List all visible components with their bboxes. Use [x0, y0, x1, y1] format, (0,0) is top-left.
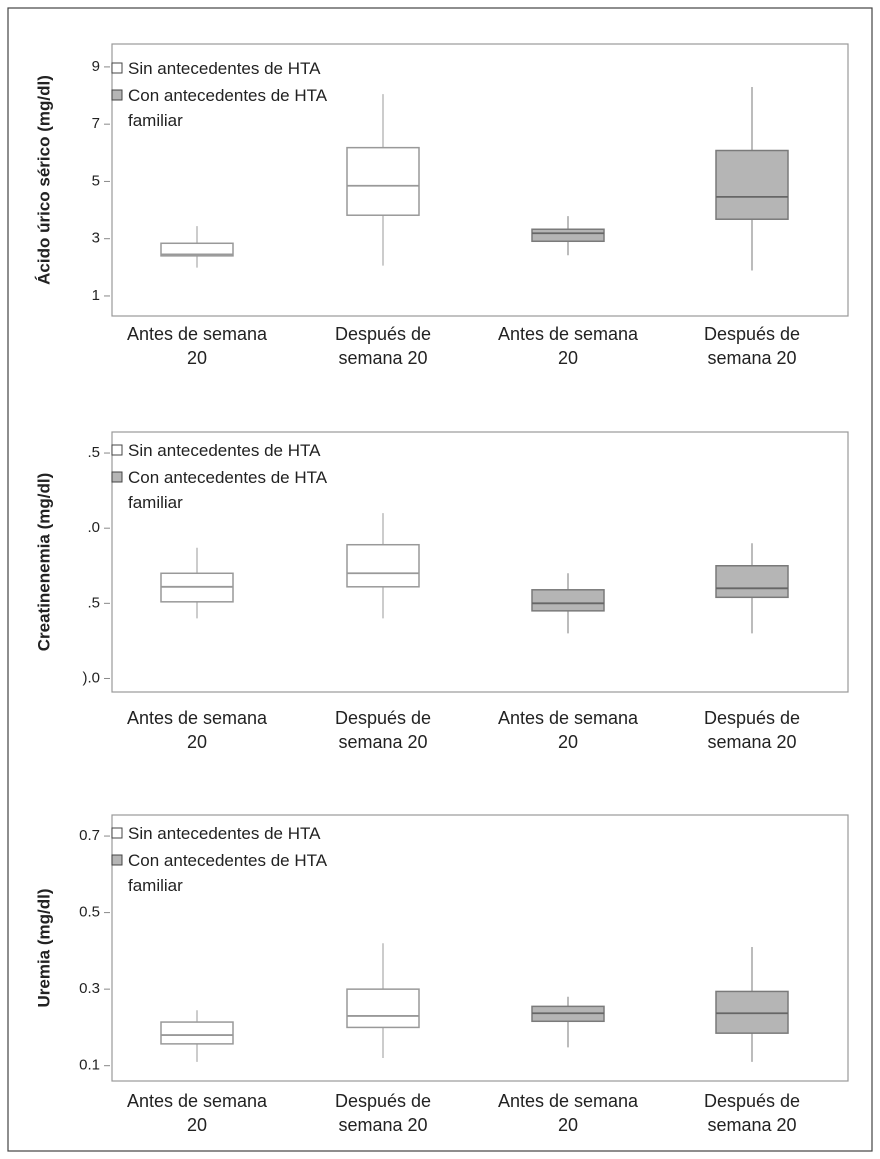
legend-swatch [111, 471, 123, 483]
y-tick-label: 0.7 [79, 827, 100, 844]
y-tick-label: 3 [92, 230, 100, 247]
plot-area [111, 431, 849, 693]
box [531, 589, 605, 612]
x-tick-label: Después de semana 20 [703, 1091, 801, 1135]
box [346, 146, 420, 216]
box [715, 149, 789, 220]
plot-area [111, 814, 849, 1082]
legend-label: Con antecedentes de HTA familiar [128, 86, 327, 130]
legend-label: Sin antecedentes de HTA [128, 59, 321, 78]
legend-label: Con antecedentes de HTA familiar [128, 468, 327, 512]
box [160, 1021, 234, 1045]
box [346, 988, 420, 1029]
box [715, 565, 789, 599]
legend-swatch [111, 444, 123, 456]
box [346, 543, 420, 588]
box [160, 242, 234, 257]
legend-label: Sin antecedentes de HTA [128, 824, 321, 843]
x-tick-label: Después de semana 20 [334, 324, 432, 368]
y-axis-label: Creatinenemia (mg/dl) [34, 473, 53, 652]
y-tick-label: 9 [92, 58, 100, 75]
box [715, 990, 789, 1034]
y-axis-label: Uremia (mg/dl) [34, 888, 53, 1007]
x-tick-label: Antes de semana 20 [126, 324, 268, 368]
x-tick-label: Antes de semana 20 [497, 1091, 639, 1135]
x-tick-label: Antes de semana 20 [126, 708, 268, 752]
y-tick-label: 0.1 [79, 1057, 100, 1074]
x-tick-label: Antes de semana 20 [497, 324, 639, 368]
legend-swatch [111, 89, 123, 101]
box [531, 228, 605, 243]
x-tick-label: Antes de semana 20 [126, 1091, 268, 1135]
y-tick-label: 1 [92, 287, 100, 304]
y-tick-label: 5 [92, 172, 100, 189]
x-tick-label: Después de semana 20 [703, 708, 801, 752]
y-axis-label: Ácido úrico sérico (mg/dl) [34, 75, 53, 285]
x-tick-label: Después de semana 20 [334, 1091, 432, 1135]
x-tick-label: Después de semana 20 [703, 324, 801, 368]
legend-swatch [111, 827, 123, 839]
y-tick-label: .0 [87, 519, 100, 536]
y-tick-label: 7 [92, 115, 100, 132]
x-tick-label: Después de semana 20 [334, 708, 432, 752]
y-tick-label: .5 [87, 594, 100, 611]
legend-swatch [111, 62, 123, 74]
legend-swatch [111, 854, 123, 866]
x-tick-label: Antes de semana 20 [497, 708, 639, 752]
legend-label: Con antecedentes de HTA familiar [128, 851, 327, 895]
y-tick-label: 0.3 [79, 980, 100, 997]
y-tick-label: .5 [87, 444, 100, 461]
frame [7, 7, 873, 1152]
y-tick-label: 0.5 [79, 904, 100, 921]
y-tick-label: ).0 [82, 669, 100, 686]
legend-label: Sin antecedentes de HTA [128, 441, 321, 460]
plot-area [111, 43, 849, 317]
